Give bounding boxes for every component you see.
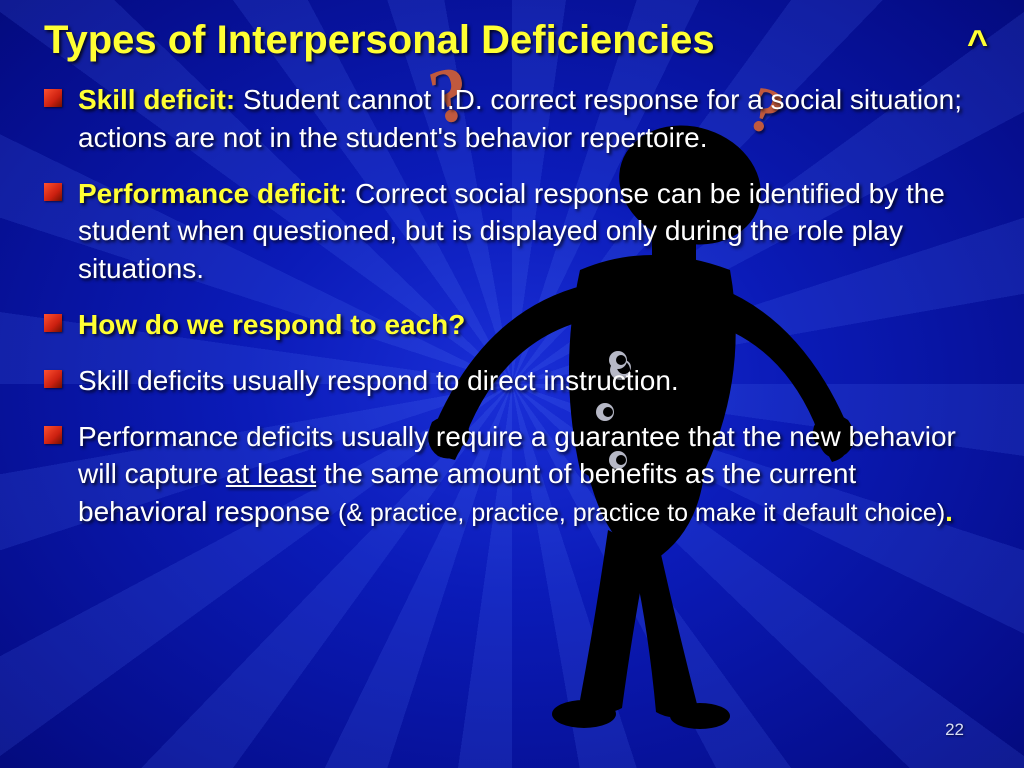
bullet-label: How do we respond to each? <box>78 309 465 340</box>
slide: ? ? <box>0 0 1024 768</box>
bullet-skill-deficit: Skill deficit: Student cannot I.D. corre… <box>44 81 980 157</box>
bullet-performance-deficit: Performance deficit: Correct social resp… <box>44 175 980 288</box>
slide-title: Types of Interpersonal Deficiencies <box>44 18 980 63</box>
bullet-label: Skill deficit: <box>78 84 235 115</box>
bullet-text-dot: . <box>945 496 953 527</box>
bullet-text-tail: (& practice, practice, practice to make … <box>338 499 945 527</box>
bullet-text: Skill deficits usually respond to direct… <box>78 365 679 396</box>
bullet-skill-response: Skill deficits usually respond to direct… <box>44 362 980 400</box>
bullet-performance-response: Performance deficits usually require a g… <box>44 418 980 531</box>
caret-icon: ^ <box>967 22 988 64</box>
bullet-list: Skill deficit: Student cannot I.D. corre… <box>44 81 980 531</box>
bullet-how-respond: How do we respond to each? <box>44 306 980 344</box>
slide-content: Types of Interpersonal Deficiencies ^ Sk… <box>0 0 1024 768</box>
bullet-text-underlined: at least <box>226 458 316 489</box>
page-number: 22 <box>945 720 964 740</box>
bullet-label: Performance deficit <box>78 178 339 209</box>
